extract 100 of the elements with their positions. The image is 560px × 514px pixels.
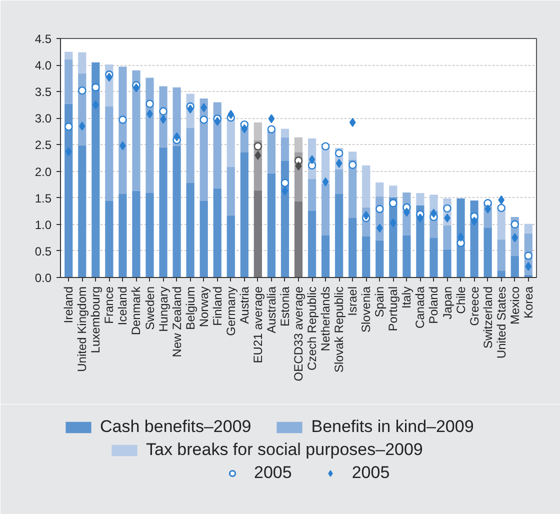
point bbox=[214, 116, 221, 126]
bar bbox=[389, 186, 398, 198]
point bbox=[280, 178, 290, 188]
y-tick-label: 0.5 bbox=[34, 244, 52, 258]
point bbox=[512, 233, 518, 242]
x-tick-label: Belgium bbox=[183, 286, 198, 330]
x-tick-label: Norway bbox=[196, 286, 211, 328]
y-tick-label: 2.0 bbox=[34, 164, 52, 179]
x-tick-label: Iceland bbox=[116, 286, 130, 326]
bar bbox=[294, 137, 303, 152]
x-tick-label: Australia bbox=[264, 286, 278, 334]
point bbox=[376, 224, 383, 233]
x-tick-label: Germany bbox=[224, 286, 238, 336]
bar bbox=[416, 193, 424, 206]
bar bbox=[226, 167, 235, 216]
x-tick-label: OECD33 average bbox=[292, 286, 306, 382]
y-tick-label: 1.5 bbox=[34, 191, 52, 206]
point bbox=[92, 100, 99, 110]
point bbox=[349, 118, 356, 127]
point bbox=[118, 116, 127, 124]
y-tick-label: 4.5 bbox=[34, 32, 52, 46]
point bbox=[376, 204, 384, 214]
point bbox=[64, 122, 73, 131]
bar bbox=[132, 190, 140, 278]
point bbox=[389, 199, 398, 208]
legend-label: 2005 bbox=[352, 463, 390, 483]
bar bbox=[146, 193, 154, 278]
point bbox=[159, 107, 168, 116]
bar bbox=[280, 137, 290, 161]
x-tick-label: Finland bbox=[210, 286, 224, 326]
bar bbox=[335, 194, 344, 278]
bar bbox=[510, 256, 519, 278]
x-tick-label: United States bbox=[494, 286, 508, 359]
x-tick-label: Slovenia bbox=[359, 286, 374, 333]
point bbox=[295, 161, 302, 170]
point bbox=[443, 204, 452, 213]
x-tick-label: Chile bbox=[454, 286, 468, 314]
bar bbox=[348, 218, 357, 278]
x-tick-label: Portugal bbox=[386, 286, 400, 332]
x-tick-label: Spain bbox=[372, 286, 387, 318]
bar bbox=[362, 236, 370, 278]
bar bbox=[64, 52, 73, 60]
x-tick-label: Israel bbox=[346, 286, 360, 316]
bar bbox=[159, 147, 168, 278]
point bbox=[497, 204, 506, 212]
point bbox=[146, 100, 154, 108]
point bbox=[267, 125, 276, 134]
bar bbox=[308, 178, 316, 211]
bar bbox=[294, 202, 303, 278]
bar bbox=[321, 236, 330, 278]
point bbox=[498, 195, 505, 204]
bar bbox=[362, 165, 370, 208]
x-tick-label: Sweden bbox=[142, 286, 157, 330]
x-tick-label: New Zealand bbox=[170, 286, 184, 358]
bar bbox=[213, 188, 222, 278]
point bbox=[334, 149, 344, 158]
bar bbox=[443, 225, 452, 250]
bar bbox=[267, 173, 276, 278]
bar bbox=[200, 98, 208, 202]
point bbox=[308, 161, 316, 170]
x-tick-label: Ireland bbox=[62, 286, 76, 324]
bar bbox=[308, 210, 316, 278]
point bbox=[65, 147, 72, 156]
point bbox=[200, 116, 208, 124]
y-tick-label: 3.0 bbox=[34, 112, 52, 126]
y-tick-label: 2.5 bbox=[34, 138, 52, 152]
bar bbox=[240, 152, 248, 278]
x-tick-label: Netherlands bbox=[318, 286, 333, 352]
bar bbox=[186, 182, 194, 278]
point bbox=[524, 252, 532, 260]
x-tick-label: Japan bbox=[440, 286, 454, 320]
point bbox=[268, 114, 275, 124]
bar bbox=[254, 190, 262, 278]
bar bbox=[200, 201, 208, 278]
bar bbox=[132, 70, 140, 191]
bar bbox=[280, 128, 290, 138]
point bbox=[336, 158, 342, 168]
bar bbox=[267, 129, 276, 174]
bar bbox=[321, 184, 330, 236]
x-tick-label: Italy bbox=[400, 286, 414, 309]
point bbox=[322, 177, 329, 186]
point bbox=[282, 186, 288, 196]
y-tick-label: 3.5 bbox=[34, 85, 52, 100]
point bbox=[348, 160, 357, 169]
point bbox=[78, 86, 86, 95]
bar bbox=[213, 102, 222, 188]
point bbox=[241, 124, 248, 134]
bar bbox=[64, 59, 73, 104]
legend-label: 2005 bbox=[254, 463, 292, 483]
x-tick-label: Switzerland bbox=[480, 286, 495, 349]
point bbox=[92, 83, 100, 92]
bar bbox=[497, 239, 506, 271]
bar bbox=[78, 52, 86, 74]
x-tick-label: Mexico bbox=[508, 286, 522, 325]
y-tick-label: 4.0 bbox=[34, 58, 52, 73]
bar bbox=[105, 106, 114, 202]
bar bbox=[524, 224, 532, 234]
y-tick-label: 0.0 bbox=[34, 271, 52, 285]
bar bbox=[146, 78, 154, 194]
y-tick-label: 1.0 bbox=[34, 218, 52, 232]
